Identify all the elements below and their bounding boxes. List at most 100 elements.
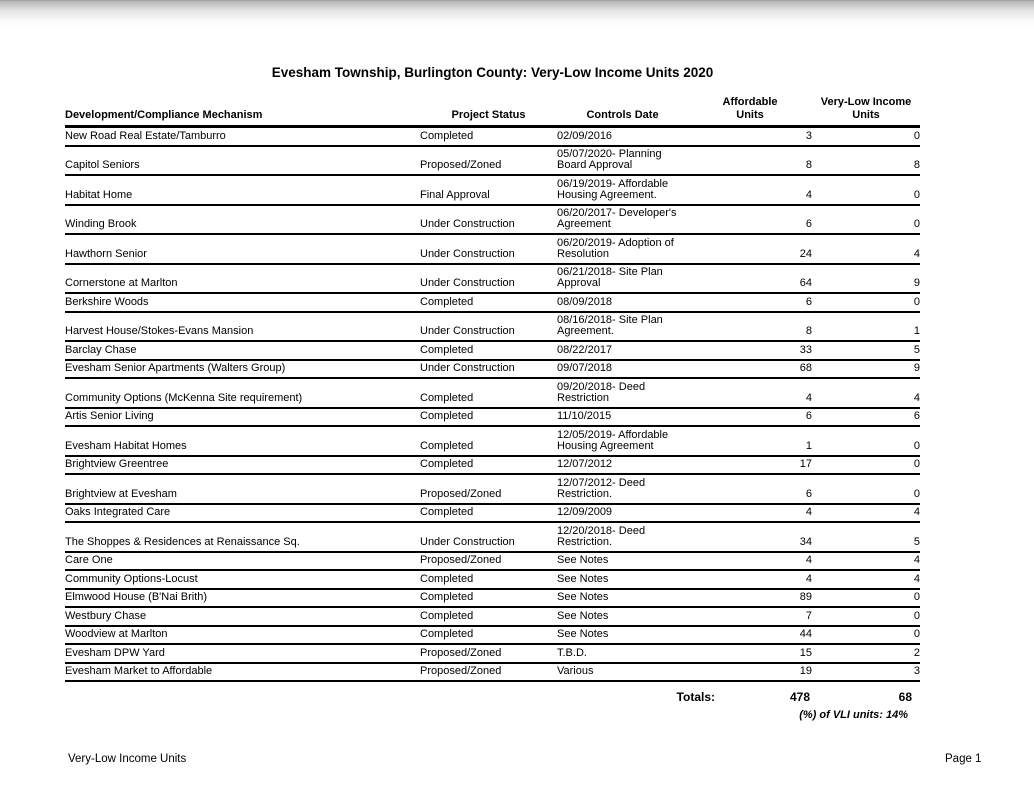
cell-status: Under Construction bbox=[420, 359, 557, 379]
cell-development: Berkshire Woods bbox=[65, 293, 420, 313]
cell-vli: 2 bbox=[812, 644, 920, 664]
cell-affordable: 89 bbox=[688, 588, 812, 608]
cell-affordable: 44 bbox=[688, 625, 812, 645]
table-row: Harvest House/Stokes-Evans Mansion Under … bbox=[65, 311, 920, 342]
table-row: Evesham DPW Yard Proposed/Zoned T.B.D. 15 2 bbox=[65, 644, 920, 664]
cell-status: Completed bbox=[420, 503, 557, 523]
cell-development: Woodview at Marlton bbox=[65, 625, 420, 645]
cell-development: Brightview at Evesham bbox=[65, 474, 420, 505]
cell-affordable: 4 bbox=[688, 503, 812, 523]
cell-status: Under Construction bbox=[420, 234, 557, 265]
totals-row: Totals: 478 68 bbox=[65, 690, 920, 704]
cell-development: Westbury Chase bbox=[65, 607, 420, 627]
cell-affordable: 64 bbox=[688, 263, 812, 294]
table-row: Oaks Integrated Care Completed 12/09/2009 4… bbox=[65, 503, 920, 523]
cell-vli: 8 bbox=[812, 145, 920, 176]
table-row: Barclay Chase Completed 08/22/2017 33 5 bbox=[65, 341, 920, 361]
cell-affordable: 3 bbox=[688, 126, 812, 147]
cell-date: 11/10/2015 bbox=[557, 407, 688, 427]
table-row: Evesham Market to Affordable Proposed/Zon… bbox=[65, 662, 920, 682]
cell-date: 12/20/2018- Deed Restriction. bbox=[557, 522, 688, 553]
cell-development: The Shoppes & Residences at Renaissance … bbox=[65, 522, 420, 553]
cell-vli: 0 bbox=[812, 455, 920, 475]
cell-date: 06/20/2019- Adoption of Resolution bbox=[557, 234, 688, 265]
cell-affordable: 24 bbox=[688, 234, 812, 265]
footer-page-number: Page 1 bbox=[945, 753, 982, 765]
cell-development: Winding Brook bbox=[65, 204, 420, 235]
cell-date: T.B.D. bbox=[557, 644, 688, 664]
cell-status: Under Construction bbox=[420, 204, 557, 235]
cell-affordable: 17 bbox=[688, 455, 812, 475]
cell-status: Completed bbox=[420, 455, 557, 475]
cell-status: Completed bbox=[420, 426, 557, 457]
cell-affordable: 4 bbox=[688, 378, 812, 409]
cell-vli: 5 bbox=[812, 341, 920, 361]
cell-vli: 0 bbox=[812, 126, 920, 147]
cell-vli: 0 bbox=[812, 204, 920, 235]
cell-vli: 9 bbox=[812, 359, 920, 379]
cell-date: See Notes bbox=[557, 625, 688, 645]
table-row: Cornerstone at Marlton Under Construction… bbox=[65, 263, 920, 294]
cell-development: Community Options (McKenna Site requirem… bbox=[65, 378, 420, 409]
table-row: Community Options (McKenna Site requirem… bbox=[65, 378, 920, 409]
cell-development: Community Options-Locust bbox=[65, 570, 420, 590]
totals-label: Totals: bbox=[676, 690, 715, 704]
cell-affordable: 8 bbox=[688, 145, 812, 176]
cell-development: Elmwood House (B'Nai Brith) bbox=[65, 588, 420, 608]
cell-affordable: 7 bbox=[688, 607, 812, 627]
cell-vli: 4 bbox=[812, 503, 920, 523]
table-row: Evesham Senior Apartments (Walters Group… bbox=[65, 359, 920, 379]
col-header-affordable-units: Affordable Units bbox=[688, 88, 812, 128]
cell-affordable: 15 bbox=[688, 644, 812, 664]
cell-affordable: 68 bbox=[688, 359, 812, 379]
table-row: Evesham Habitat Homes Completed 12/05/2019… bbox=[65, 426, 920, 457]
cell-development: Artis Senior Living bbox=[65, 407, 420, 427]
cell-date: 02/09/2016 bbox=[557, 126, 688, 147]
totals-affordable-units: 478 bbox=[789, 690, 810, 704]
cell-date: 06/20/2017- Developer's Agreement bbox=[557, 204, 688, 235]
cell-affordable: 6 bbox=[688, 407, 812, 427]
cell-date: 09/07/2018 bbox=[557, 359, 688, 379]
cell-date: 12/07/2012- Deed Restriction. bbox=[557, 474, 688, 505]
table-row: The Shoppes & Residences at Renaissance … bbox=[65, 522, 920, 553]
cell-date: 08/22/2017 bbox=[557, 341, 688, 361]
cell-date: 08/09/2018 bbox=[557, 293, 688, 313]
cell-development: Evesham Senior Apartments (Walters Group… bbox=[65, 359, 420, 379]
income-units-table: Development/Compliance Mechanism Project… bbox=[65, 88, 920, 682]
cell-date: See Notes bbox=[557, 570, 688, 590]
cell-date: 12/09/2009 bbox=[557, 503, 688, 523]
cell-vli: 4 bbox=[812, 570, 920, 590]
cell-status: Completed bbox=[420, 378, 557, 409]
cell-affordable: 4 bbox=[688, 551, 812, 571]
col-header-project-status: Project Status bbox=[420, 88, 557, 128]
cell-vli: 0 bbox=[812, 426, 920, 457]
cell-development: Habitat Home bbox=[65, 175, 420, 206]
cell-vli: 6 bbox=[812, 407, 920, 427]
cell-date: 12/07/2012 bbox=[557, 455, 688, 475]
cell-vli: 5 bbox=[812, 522, 920, 553]
table-row: Berkshire Woods Completed 08/09/2018 6 0 bbox=[65, 293, 920, 313]
table-row: Habitat Home Final Approval 06/19/2019- Af… bbox=[65, 175, 920, 206]
cell-development: Oaks Integrated Care bbox=[65, 503, 420, 523]
table-row: Winding Brook Under Construction 06/20/201… bbox=[65, 204, 920, 235]
table-row: Westbury Chase Completed See Notes 7 0 bbox=[65, 607, 920, 627]
cell-status: Completed bbox=[420, 607, 557, 627]
cell-status: Completed bbox=[420, 625, 557, 645]
cell-date: See Notes bbox=[557, 551, 688, 571]
cell-date: 09/20/2018- Deed Restriction bbox=[557, 378, 688, 409]
cell-status: Proposed/Zoned bbox=[420, 474, 557, 505]
cell-status: Under Construction bbox=[420, 522, 557, 553]
table-row: Care One Proposed/Zoned See Notes 4 4 bbox=[65, 551, 920, 571]
cell-vli: 1 bbox=[812, 311, 920, 342]
cell-date: 08/16/2018- Site Plan Agreement. bbox=[557, 311, 688, 342]
cell-status: Proposed/Zoned bbox=[420, 551, 557, 571]
cell-vli: 3 bbox=[812, 662, 920, 682]
report-content: Evesham Township, Burlington County: Ver… bbox=[65, 64, 920, 722]
cell-status: Final Approval bbox=[420, 175, 557, 206]
cell-vli: 0 bbox=[812, 175, 920, 206]
cell-status: Completed bbox=[420, 407, 557, 427]
cell-vli: 0 bbox=[812, 293, 920, 313]
cell-vli: 0 bbox=[812, 607, 920, 627]
cell-development: New Road Real Estate/Tamburro bbox=[65, 126, 420, 147]
